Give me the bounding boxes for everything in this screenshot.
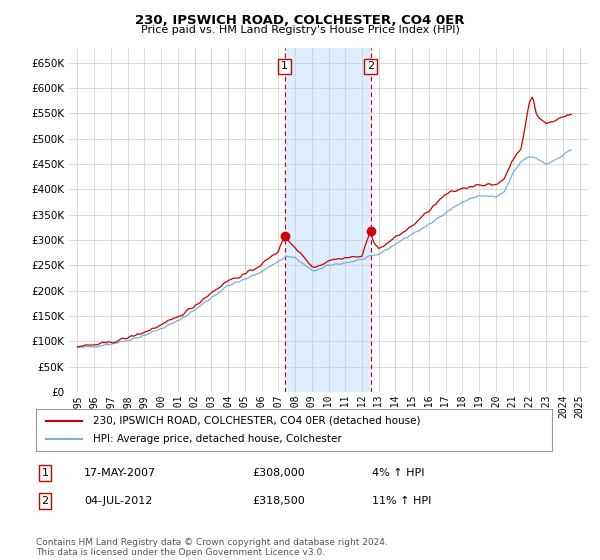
Text: 4% ↑ HPI: 4% ↑ HPI	[372, 468, 425, 478]
Text: Contains HM Land Registry data © Crown copyright and database right 2024.
This d: Contains HM Land Registry data © Crown c…	[36, 538, 388, 557]
Text: 2: 2	[367, 62, 374, 71]
Text: 04-JUL-2012: 04-JUL-2012	[84, 496, 152, 506]
Text: HPI: Average price, detached house, Colchester: HPI: Average price, detached house, Colc…	[93, 434, 341, 444]
Text: 230, IPSWICH ROAD, COLCHESTER, CO4 0ER (detached house): 230, IPSWICH ROAD, COLCHESTER, CO4 0ER (…	[93, 416, 420, 426]
Text: 17-MAY-2007: 17-MAY-2007	[84, 468, 156, 478]
Text: 11% ↑ HPI: 11% ↑ HPI	[372, 496, 431, 506]
Text: Price paid vs. HM Land Registry's House Price Index (HPI): Price paid vs. HM Land Registry's House …	[140, 25, 460, 35]
Text: 1: 1	[41, 468, 49, 478]
Text: 2: 2	[41, 496, 49, 506]
Bar	[284, 48, 371, 392]
Text: 230, IPSWICH ROAD, COLCHESTER, CO4 0ER: 230, IPSWICH ROAD, COLCHESTER, CO4 0ER	[135, 14, 465, 27]
Text: £318,500: £318,500	[252, 496, 305, 506]
Text: 1: 1	[281, 62, 288, 71]
Text: £308,000: £308,000	[252, 468, 305, 478]
